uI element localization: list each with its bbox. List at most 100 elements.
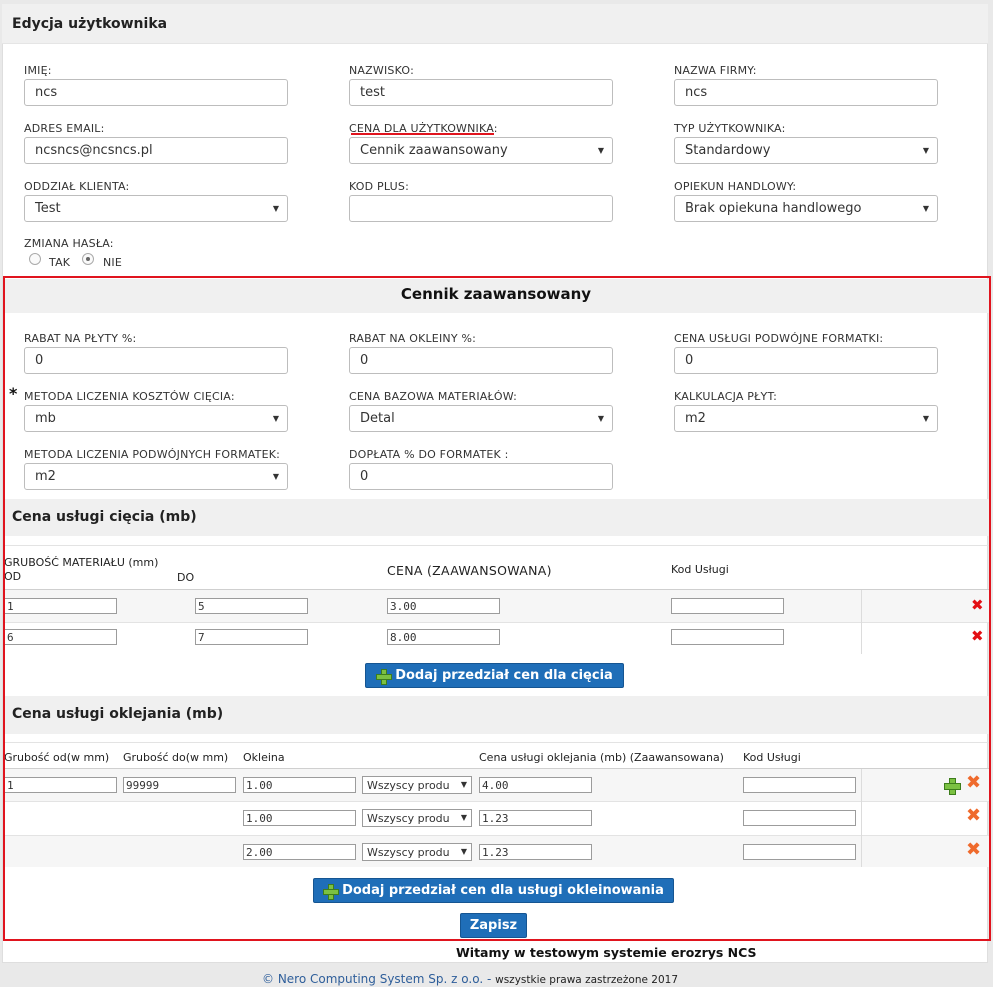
- email-input[interactable]: ncsncs@ncsncs.pl: [24, 137, 288, 164]
- advanced-highlight-frame: [3, 276, 991, 941]
- edging-divider: [5, 742, 989, 743]
- edging-col-divider: [861, 769, 862, 867]
- board-discount-input[interactable]: 0: [24, 347, 288, 374]
- veneer-discount-input[interactable]: 0: [349, 347, 613, 374]
- service-code-header: Kod Usługi: [671, 563, 729, 576]
- format-surcharge-input[interactable]: 0: [349, 463, 613, 490]
- user-type-select[interactable]: Standardowy: [674, 137, 938, 164]
- thickness-header: GRUBOŚĆ MATERIAŁU (mm): [4, 556, 159, 569]
- edging-table-top: [5, 768, 989, 769]
- company-name-label: NAZWA FIRMY:: [674, 64, 757, 77]
- board-calc-label: KALKULACJA PŁYT:: [674, 390, 778, 403]
- edging-row3-product-select[interactable]: Wszyscy produ: [362, 843, 472, 861]
- delete-edging-row3-icon[interactable]: ✖: [966, 839, 982, 860]
- sales-rep-label: OPIEKUN HANDLOWY:: [674, 180, 797, 193]
- password-change-label: ZMIANA HASŁA:: [24, 237, 114, 250]
- edging-row1-code[interactable]: [743, 777, 856, 793]
- cutting-section-title: Cena usługi cięcia (mb): [12, 509, 197, 525]
- format-surcharge-label: DOPŁATA % DO FORMATEK :: [349, 448, 509, 461]
- cutting-row2-to[interactable]: 7: [195, 629, 308, 645]
- advanced-header-band: [5, 279, 989, 313]
- from-header: OD: [4, 570, 22, 583]
- page-title: Edycja użytkownika: [12, 16, 168, 32]
- base-price-label: CENA BAZOWA MATERIAŁÓW:: [349, 390, 518, 403]
- board-calc-select[interactable]: m2: [674, 405, 938, 432]
- edging-price-header: Cena usługi oklejania (mb) (Zaawansowana…: [479, 751, 724, 764]
- price-list-label: CENA DLA UŻYTKOWNIKA:: [349, 122, 498, 135]
- edging-section-band: [5, 696, 989, 734]
- sales-rep-select[interactable]: Brak opiekuna handlowego: [674, 195, 938, 222]
- veneer-discount-label: RABAT NA OKLEINY %:: [349, 332, 477, 345]
- cutting-section-band: [5, 499, 989, 536]
- footer: © Nero Computing System Sp. z o.o. - wsz…: [262, 972, 678, 986]
- cutting-row1-to[interactable]: 5: [195, 598, 308, 614]
- last-name-input[interactable]: test: [349, 79, 613, 106]
- save-button[interactable]: Zapisz: [460, 913, 527, 938]
- double-format-price-input[interactable]: 0: [674, 347, 938, 374]
- edging-row2-product-select[interactable]: Wszyscy produ: [362, 809, 472, 827]
- edging-row1-veneer[interactable]: 1.00: [243, 777, 356, 793]
- first-name-input[interactable]: ncs: [24, 79, 288, 106]
- advanced-title: Cennik zaawansowany: [400, 285, 592, 303]
- edging-row2-veneer[interactable]: 1.00: [243, 810, 356, 826]
- branch-label: ODDZIAŁ KLIENTA:: [24, 180, 130, 193]
- price-list-underline: [351, 133, 494, 135]
- delete-row2-icon[interactable]: ✖: [971, 627, 984, 645]
- edging-row3-veneer[interactable]: 2.00: [243, 844, 356, 860]
- edging-veneer-header: Okleina: [243, 751, 285, 764]
- double-format-price-label: CENA USŁUGI PODWÓJNE FORMATKI:: [674, 332, 884, 345]
- last-name-label: NAZWISKO:: [349, 64, 414, 77]
- edging-from-header: Grubość od(w mm): [4, 751, 110, 764]
- delete-edging-row1-icon[interactable]: ✖: [966, 772, 982, 793]
- cutting-col-divider: [861, 590, 862, 654]
- add-edging-range-button[interactable]: Dodaj przedział cen dla usługi okleinowa…: [313, 878, 674, 903]
- password-yes-radio[interactable]: [29, 253, 41, 265]
- panel-header: [2, 4, 988, 44]
- cutting-method-label: METODA LICZENIA KOSZTÓW CIĘCIA:: [24, 390, 235, 403]
- cutting-row2-price[interactable]: 8.00: [387, 629, 500, 645]
- add-cutting-range-button[interactable]: Dodaj przedział cen dla cięcia: [365, 663, 624, 688]
- required-marker: *: [9, 384, 18, 403]
- cutting-method-select[interactable]: mb: [24, 405, 288, 432]
- edging-row1-price[interactable]: 4.00: [479, 777, 592, 793]
- password-no-radio[interactable]: [82, 253, 94, 265]
- edging-row3-code[interactable]: [743, 844, 856, 860]
- edging-row1-to[interactable]: 99999: [123, 777, 236, 793]
- cutting-row1-price[interactable]: 3.00: [387, 598, 500, 614]
- footer-company-link[interactable]: © Nero Computing System Sp. z o.o. -: [262, 972, 492, 986]
- edging-row2-code[interactable]: [743, 810, 856, 826]
- base-price-select[interactable]: Detal: [349, 405, 613, 432]
- cutting-row1-code[interactable]: [671, 598, 784, 614]
- code-plus-input[interactable]: [349, 195, 613, 222]
- double-format-method-select[interactable]: m2: [24, 463, 288, 490]
- add-row-icon[interactable]: [944, 778, 961, 795]
- cutting-divider: [5, 545, 989, 546]
- cutting-row-divider: [5, 622, 989, 623]
- delete-edging-row2-icon[interactable]: ✖: [966, 805, 982, 826]
- double-format-method-label: METODA LICZENIA PODWÓJNYCH FORMATEK:: [24, 448, 281, 461]
- edging-row1-from[interactable]: 1: [4, 777, 117, 793]
- edging-row-divider-1: [5, 801, 989, 802]
- edging-row3-price[interactable]: 1.23: [479, 844, 592, 860]
- branch-select[interactable]: Test: [24, 195, 288, 222]
- board-discount-label: RABAT NA PŁYTY %:: [24, 332, 137, 345]
- edging-row1-product-select[interactable]: Wszyscy produ: [362, 776, 472, 794]
- password-yes-label: TAK: [49, 256, 71, 269]
- welcome-message: Witamy w testowym systemie erozrys NCS: [456, 945, 757, 960]
- email-label: ADRES EMAIL:: [24, 122, 105, 135]
- edging-row2-price[interactable]: 1.23: [479, 810, 592, 826]
- delete-row1-icon[interactable]: ✖: [971, 596, 984, 614]
- cutting-row2-code[interactable]: [671, 629, 784, 645]
- price-adv-header: CENA (ZAAWANSOWANA): [387, 563, 552, 578]
- price-list-select[interactable]: Cennik zaawansowany: [349, 137, 613, 164]
- company-name-input[interactable]: ncs: [674, 79, 938, 106]
- user-type-label: TYP UŻYTKOWNIKA:: [674, 122, 786, 135]
- plus-icon: [323, 883, 340, 900]
- first-name-label: IMIĘ:: [24, 64, 52, 77]
- cutting-row2-from[interactable]: 6: [4, 629, 117, 645]
- cutting-table-top: [5, 589, 989, 590]
- footer-rights: wszystkie prawa zastrzeżone 2017: [495, 974, 678, 986]
- plus-icon: [376, 668, 393, 685]
- code-plus-label: KOD PLUS:: [349, 180, 409, 193]
- edging-row-divider-2: [5, 835, 989, 836]
